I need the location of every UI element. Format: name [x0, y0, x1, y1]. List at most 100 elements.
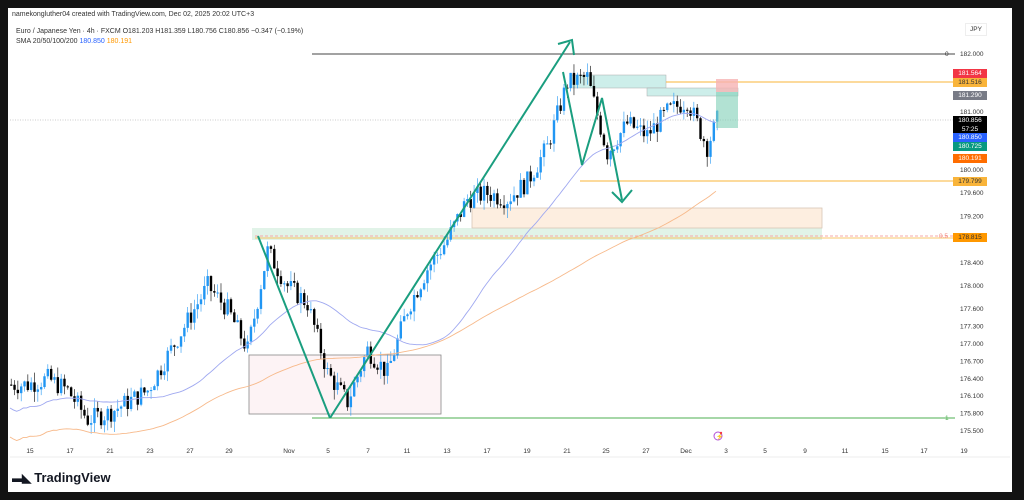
alert-icon[interactable]: ⚡: [713, 431, 723, 441]
candle-body: [89, 423, 93, 425]
candle-body: [129, 396, 133, 410]
currency-button[interactable]: JPY: [965, 23, 987, 36]
candle-body: [243, 338, 246, 349]
candle-body: [69, 387, 73, 397]
candle-body: [153, 386, 156, 391]
time-tick: 9: [803, 448, 807, 455]
candle-body: [496, 193, 499, 205]
price-tick: 175.500: [960, 428, 984, 435]
price-tag-value: 180.850: [958, 133, 982, 141]
candle-body: [622, 121, 626, 134]
candle-body: [549, 143, 552, 145]
candle-body: [426, 270, 429, 284]
candle-body: [386, 362, 389, 376]
bar-countdown: 57:25: [961, 125, 979, 133]
candle-body: [19, 386, 23, 394]
candle-body: [519, 179, 522, 198]
candle-body: [422, 283, 426, 290]
candle-body: [712, 121, 716, 141]
trend-arrow-up[interactable]: [329, 41, 571, 419]
price-tag-value: 179.799: [958, 177, 982, 185]
position-target[interactable]: [716, 92, 738, 128]
sma-fast-line: [9, 112, 717, 412]
candle-body: [656, 123, 659, 132]
time-tick: 11: [842, 448, 849, 455]
candle-body: [316, 324, 319, 329]
tradingview-logo-icon: ▬◣: [12, 470, 31, 485]
candle-body: [226, 299, 229, 315]
candle-body: [93, 407, 96, 424]
candle-body: [159, 370, 163, 376]
candle-body: [336, 382, 339, 390]
candle-body: [33, 382, 36, 392]
candle-body: [676, 101, 679, 107]
candle-body: [379, 361, 383, 370]
candle-body: [562, 87, 566, 111]
candle-body: [189, 312, 193, 323]
price-tag: 179.799: [953, 176, 987, 186]
price-tick: 177.300: [960, 324, 984, 331]
demand-box[interactable]: [248, 354, 442, 415]
candle-body: [63, 378, 66, 387]
candle-body: [183, 327, 186, 337]
candle-body: [349, 396, 353, 408]
candle-body: [289, 281, 293, 287]
tradingview-logo[interactable]: ▬◣ TradingView: [12, 470, 111, 485]
time-tick: 13: [443, 448, 451, 455]
candle-body: [143, 387, 146, 393]
candle-body: [449, 227, 452, 240]
candle-body: [219, 292, 223, 303]
candle-body: [26, 381, 30, 390]
candle-body: [489, 194, 492, 201]
candle-body: [286, 283, 289, 287]
candle-body: [306, 305, 309, 311]
candle-body: [536, 172, 539, 178]
candle-body: [299, 293, 303, 304]
candle-body: [486, 185, 489, 195]
candle-body: [116, 408, 119, 411]
candle-body: [695, 107, 699, 119]
green-zone[interactable]: [252, 228, 822, 240]
candle-body: [466, 199, 469, 202]
candle-body: [296, 282, 299, 304]
time-axis[interactable]: 15 17 21 23 27 29 Nov 5 7 11 13 17 19 21 25 27 Dec 3 5 9 11 1…: [26, 448, 968, 455]
candle-body: [36, 389, 40, 392]
candle-body: [13, 384, 16, 390]
supply-zone[interactable]: [471, 207, 823, 229]
candle-body: [96, 407, 99, 412]
resistance-box-1[interactable]: [569, 74, 667, 89]
position-stop[interactable]: [716, 79, 738, 92]
candle-body: [479, 186, 482, 201]
candle-body: [236, 320, 239, 323]
price-axis[interactable]: 182.000 181.000 180.000 179.600 179.200 178.4…: [960, 51, 984, 435]
candle-body: [569, 72, 572, 89]
candle-body: [376, 367, 379, 370]
price-tick: 182.000: [960, 51, 984, 58]
candle-body: [29, 382, 33, 390]
trend-arrow-down[interactable]: [257, 235, 331, 419]
candle-body: [293, 281, 296, 283]
candle-body: [649, 130, 652, 134]
candle-body: [213, 291, 216, 293]
candle-body: [359, 371, 363, 377]
zigzag-arrow[interactable]: [562, 71, 623, 201]
time-tick: 17: [66, 448, 74, 455]
candle-body: [679, 106, 682, 113]
candle-body: [705, 141, 709, 157]
candle-body: [109, 408, 113, 422]
candle-body: [136, 391, 139, 405]
candle-body: [596, 96, 599, 116]
candle-body: [103, 420, 106, 426]
candle-body: [446, 239, 449, 246]
candle-body: [516, 195, 519, 198]
candle-body: [559, 105, 562, 111]
sma-orange-value: 180.191: [106, 38, 133, 45]
candle-body: [66, 386, 70, 388]
time-tick: 21: [563, 448, 571, 455]
candle-body: [469, 199, 472, 208]
candle-body: [506, 204, 509, 209]
price-tag-value: 181.516: [958, 78, 982, 86]
candle-body: [402, 316, 406, 322]
credit-line: namekongluther04 created with TradingVie…: [12, 11, 255, 18]
